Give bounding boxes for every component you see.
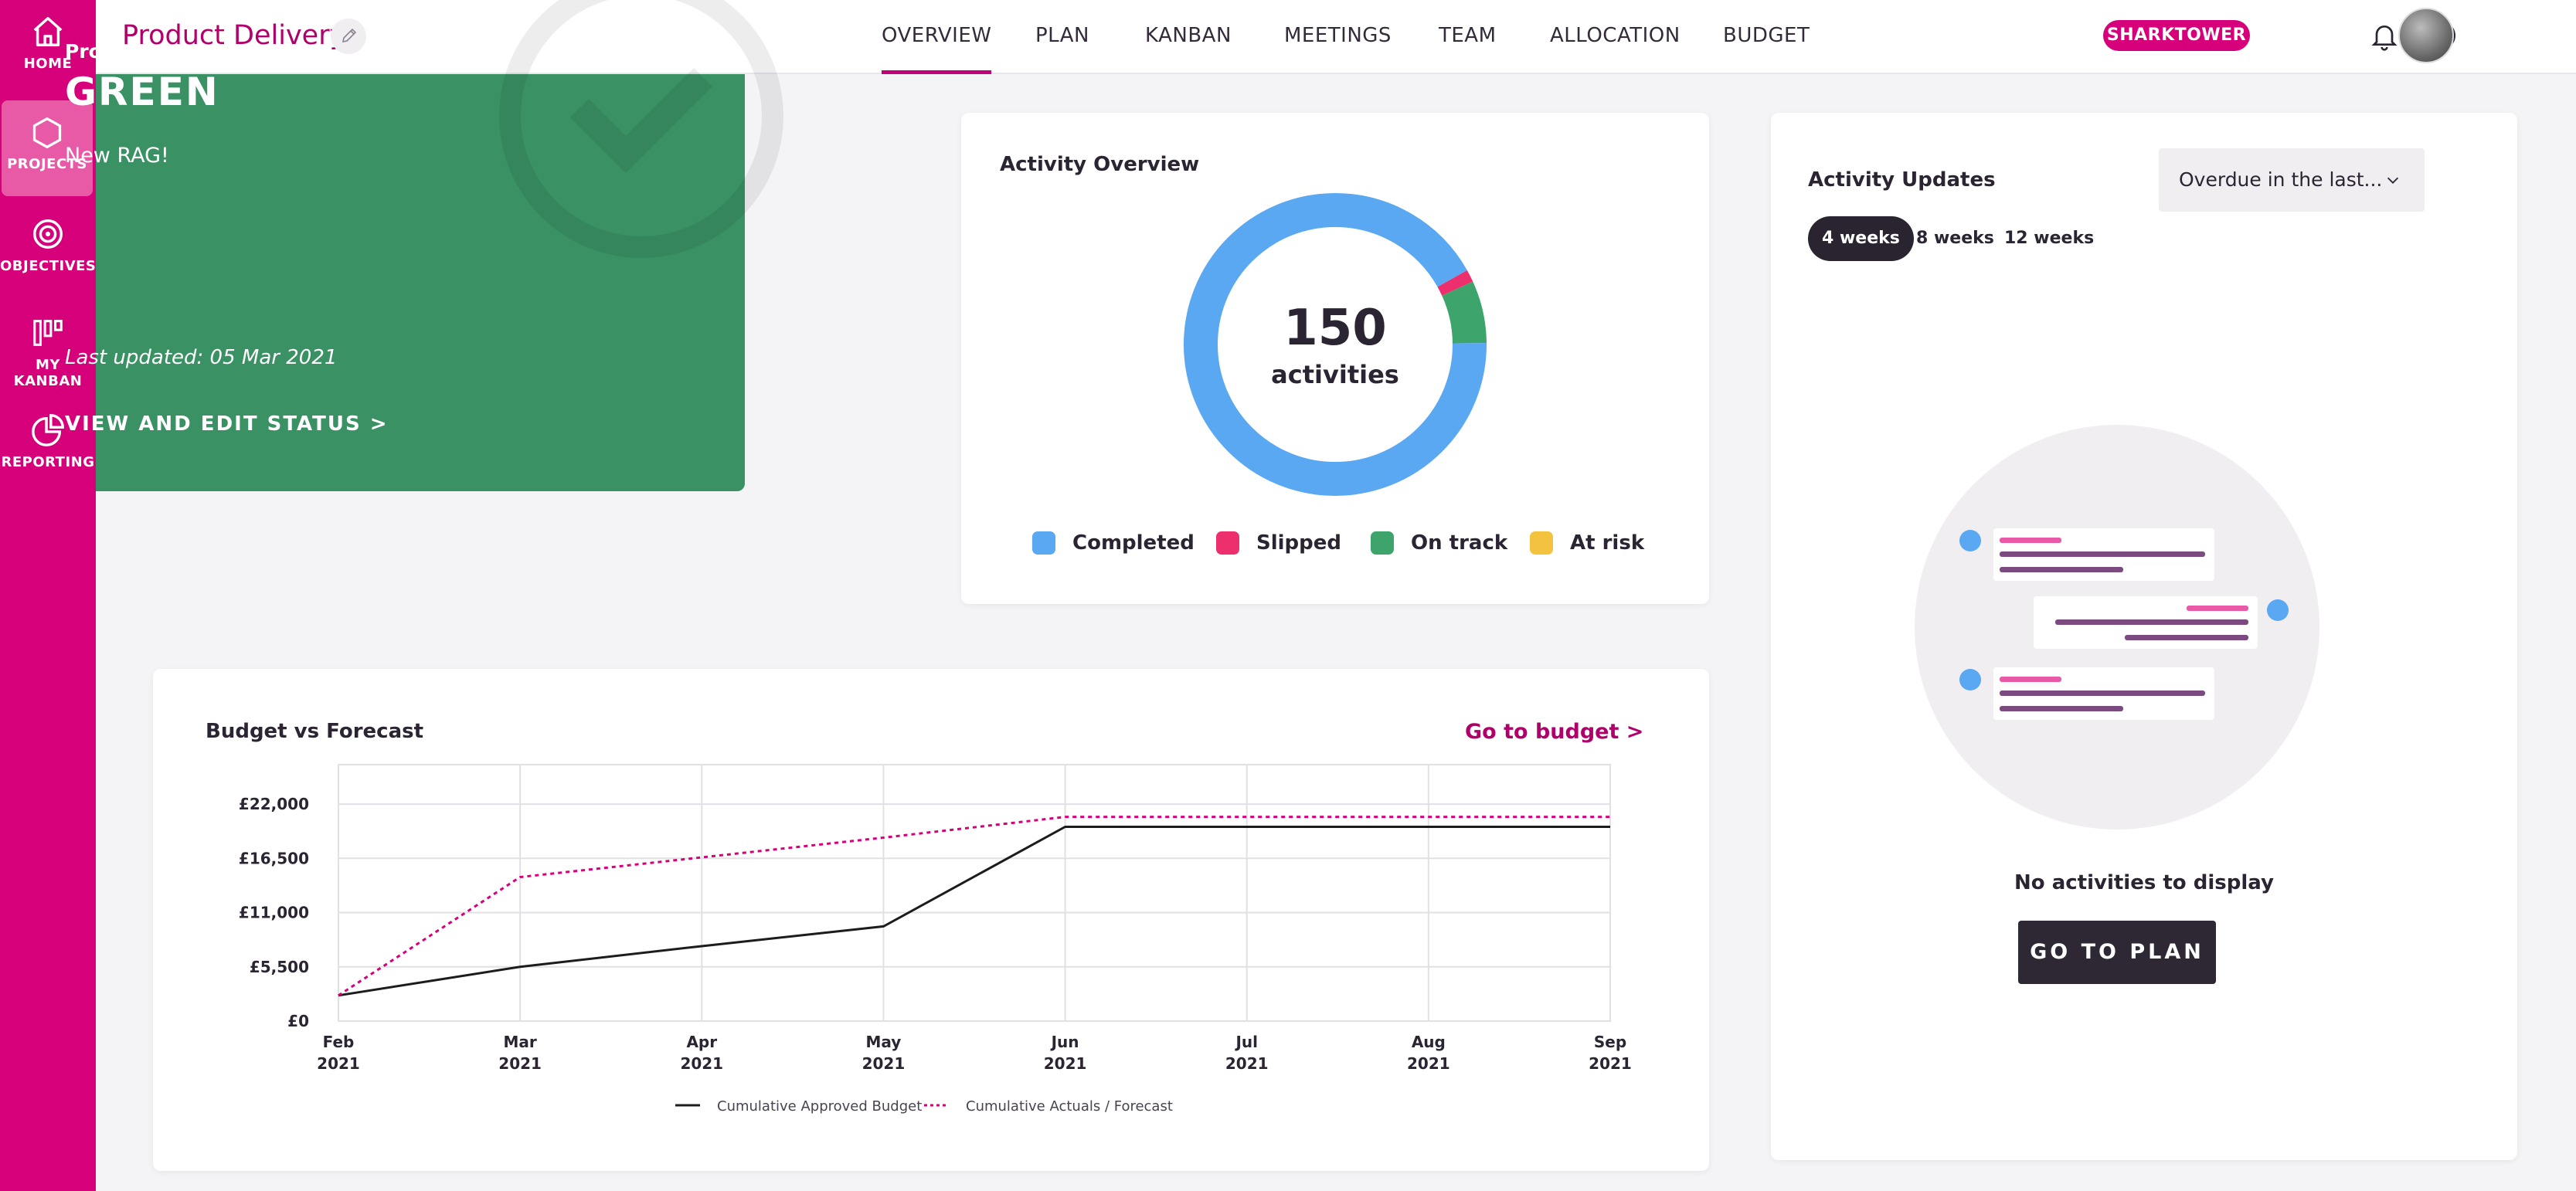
overdue-filter-select[interactable]: Overdue in the last... — [2159, 148, 2425, 212]
overdue-filter-value: Overdue in the last... — [2179, 168, 2383, 191]
project-title: Product Delivery — [122, 20, 346, 51]
chart-legend-item: Cumulative Approved Budget — [675, 1098, 922, 1115]
empty-state-illustration — [1915, 425, 2319, 830]
sidebar: HOME PROJECTS OBJECTIVES MY KANBAN REPOR… — [0, 0, 96, 1191]
pie-chart-icon — [32, 414, 64, 446]
x-tick-label-year: 2021 — [1589, 1054, 1632, 1073]
sidebar-item-label: HOME — [23, 56, 73, 72]
brand-badge[interactable]: SHARKTOWER — [2103, 20, 2250, 51]
sidebar-item-objectives[interactable]: OBJECTIVES — [0, 216, 96, 307]
period-12-weeks[interactable]: 12 weeks — [2004, 229, 2095, 248]
y-tick-label: £11,000 — [239, 904, 309, 922]
activity-overview-title: Activity Overview — [1000, 153, 1200, 176]
legend-at-risk: At risk — [1530, 531, 1644, 555]
legend-slipped: Slipped — [1216, 531, 1341, 555]
x-tick-label-year: 2021 — [680, 1054, 723, 1073]
x-tick-label-year: 2021 — [862, 1054, 906, 1073]
budget-title: Budget vs Forecast — [206, 720, 424, 743]
donut-slice-completed — [1184, 193, 1487, 496]
sidebar-item-projects[interactable]: PROJECTS — [2, 100, 93, 196]
legend-label: Completed — [1072, 531, 1195, 555]
project-status-card: Project status GREEN New RAG! Last updat… — [0, 0, 783, 491]
tab-allocation[interactable]: ALLOCATION — [1550, 24, 1681, 47]
x-tick-label-year: 2021 — [317, 1054, 360, 1073]
legend-swatch — [1032, 531, 1055, 555]
x-tick-label: Apr — [686, 1033, 717, 1051]
chart-legend-item: Cumulative Actuals / Forecast — [924, 1098, 1173, 1115]
y-tick-label: £0 — [287, 1012, 309, 1030]
sidebar-item-my-kanban[interactable]: MY KANBAN — [0, 315, 96, 406]
chevron-down-icon — [2387, 177, 2399, 184]
series-line-actuals-forecast — [338, 816, 1610, 997]
x-tick-label: Jun — [1050, 1033, 1079, 1051]
status-note: New RAG! — [65, 144, 169, 168]
sidebar-item-label: MY KANBAN — [13, 357, 83, 389]
x-tick-label-year: 2021 — [1044, 1054, 1087, 1073]
plot-frame — [338, 764, 1611, 1022]
legend-swatch — [1371, 531, 1394, 555]
status-last-updated: Last updated: 05 Mar 2021 — [65, 346, 338, 369]
x-tick-label: Feb — [323, 1033, 355, 1051]
view-edit-status-link[interactable]: VIEW AND EDIT STATUS > — [65, 412, 389, 436]
series-line-approved-budget — [338, 825, 1610, 997]
budget-line-chart: £0 £5,500 £11,000 £16,500 £22,000 Feb 2021 Mar 2… — [239, 764, 1632, 1115]
budget-card: Budget vs Forecast Go to budget > £0 £5,5… — [153, 669, 1709, 1171]
avatar[interactable] — [2398, 8, 2454, 63]
y-tick-label: £16,500 — [239, 849, 309, 867]
activity-updates-card: Activity Updates Overdue in the last... … — [1771, 113, 2517, 1160]
x-tick-label: Sep — [1594, 1033, 1626, 1051]
home-icon — [33, 17, 63, 46]
go-to-plan-button[interactable]: GO TO PLAN — [2018, 921, 2216, 984]
x-tick-label-year: 2021 — [1225, 1054, 1269, 1073]
tab-budget[interactable]: BUDGET — [1723, 24, 1810, 47]
status-value: GREEN — [65, 70, 219, 114]
checkmark-icon — [499, 0, 783, 258]
activity-overview-card: Activity Overview 150 activities Complet… — [961, 113, 1709, 604]
tab-meetings[interactable]: MEETINGS — [1284, 24, 1392, 47]
legend-swatch — [1530, 531, 1553, 555]
x-tick-label-year: 2021 — [1407, 1054, 1450, 1073]
y-tick-label: £22,000 — [239, 795, 309, 813]
sidebar-item-label: PROJECTS — [7, 156, 87, 172]
status-label: Project status — [65, 40, 218, 63]
legend-series-name: Cumulative Actuals / Forecast — [966, 1098, 1173, 1115]
activity-donut-chart: 150 activities — [1184, 193, 1487, 496]
chart-grid — [338, 764, 1611, 1022]
edit-title-button[interactable] — [331, 19, 366, 54]
tab-kanban[interactable]: KANBAN — [1145, 24, 1232, 47]
legend-series-name: Cumulative Approved Budget — [717, 1098, 922, 1115]
legend-swatch — [1216, 531, 1239, 555]
pencil-icon — [342, 28, 357, 43]
activity-total-label: activities — [1271, 360, 1399, 389]
activity-total: 150 — [1283, 300, 1387, 357]
tab-plan[interactable]: PLAN — [1035, 24, 1089, 47]
hexagon-icon — [32, 117, 62, 149]
x-tick-label: Mar — [504, 1033, 537, 1051]
bell-icon[interactable] — [2369, 20, 2400, 51]
x-tick-label: May — [866, 1033, 902, 1051]
period-4-weeks[interactable]: 4 weeks — [1808, 216, 1914, 261]
x-tick-label: Aug — [1412, 1033, 1446, 1051]
tab-team[interactable]: TEAM — [1439, 24, 1497, 47]
legend-label: At risk — [1570, 531, 1645, 555]
x-tick-label: Jul — [1234, 1033, 1258, 1051]
go-to-budget-link[interactable]: Go to budget > — [1465, 720, 1644, 744]
y-tick-label: £5,500 — [250, 958, 309, 976]
kanban-icon — [33, 320, 63, 346]
activity-updates-title: Activity Updates — [1808, 168, 1996, 192]
x-tick-label-year: 2021 — [498, 1054, 542, 1073]
period-8-weeks[interactable]: 8 weeks — [1916, 229, 1994, 248]
sidebar-item-label: REPORTING — [1, 454, 95, 470]
sidebar-item-home[interactable]: HOME — [0, 14, 96, 105]
legend-label: Slipped — [1256, 531, 1342, 555]
empty-state-text: No activities to display — [2014, 871, 2274, 894]
tab-overview[interactable]: OVERVIEW — [882, 0, 992, 74]
legend-completed: Completed — [1032, 531, 1195, 555]
legend-label: On track — [1411, 531, 1508, 555]
legend-on-track: On track — [1371, 531, 1507, 555]
target-icon — [33, 219, 63, 249]
sidebar-item-label: OBJECTIVES — [0, 258, 97, 274]
sidebar-item-reporting[interactable]: REPORTING — [0, 412, 96, 504]
